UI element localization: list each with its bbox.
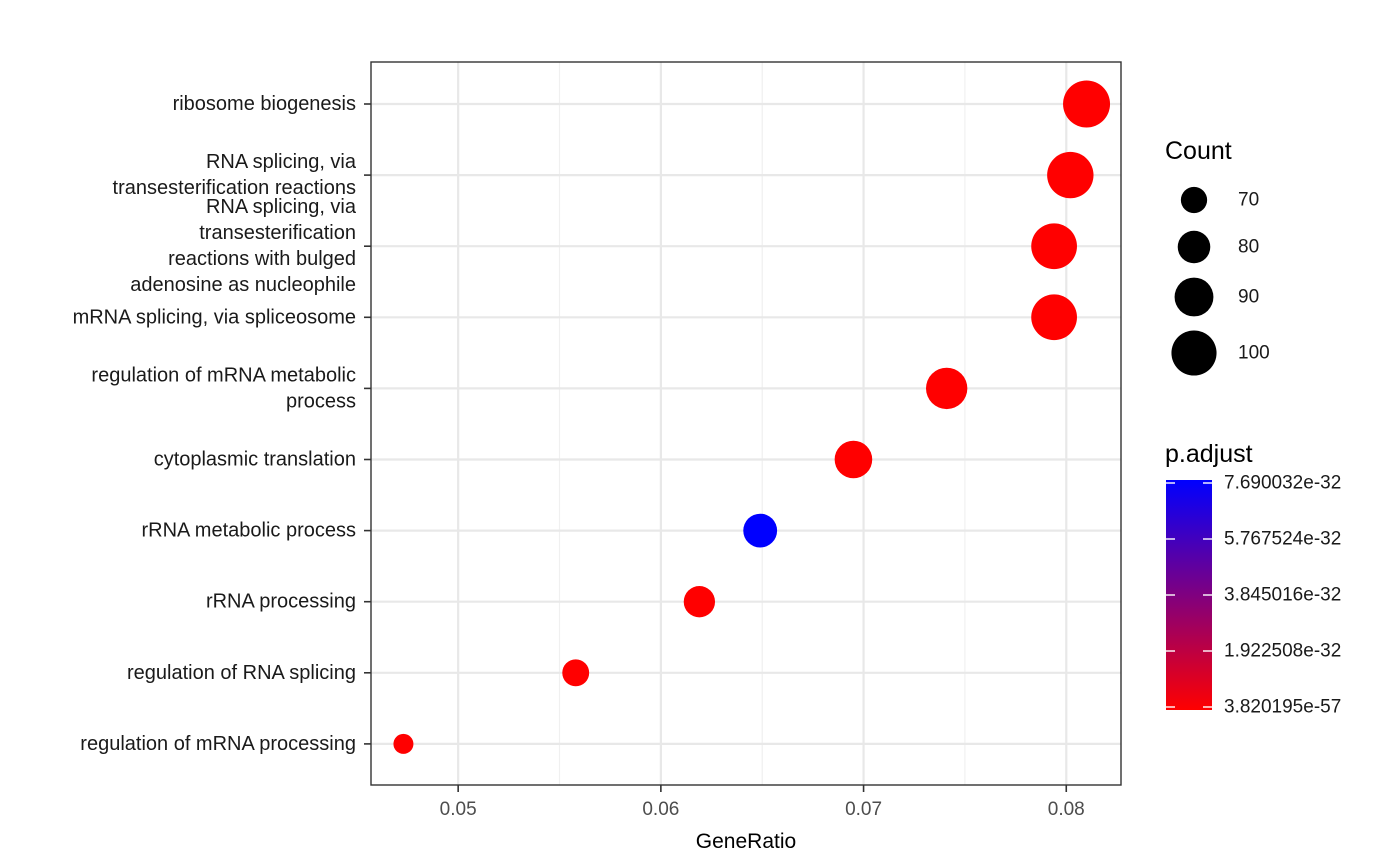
category-label-line: adenosine as nucleophile [130, 274, 356, 296]
data-point [683, 586, 716, 618]
data-point [1047, 151, 1094, 199]
size-legend-key [1180, 186, 1208, 214]
color-legend: p.adjust 7.690032e-32 5.767524e-32 3.845016… [1165, 440, 1341, 718]
category-label-line: process [286, 390, 356, 412]
x-axis: 0.05 0.06 0.07 0.08 GeneRatio [440, 785, 1085, 853]
category-label: RNA splicing, via transesterification reac… [130, 196, 357, 296]
size-legend-title: Count [1165, 137, 1232, 165]
data-point [1031, 294, 1077, 341]
category-label: RNA splicing, via transesterification rea… [113, 151, 357, 199]
color-legend-label: 3.845016e-32 [1224, 585, 1341, 606]
color-legend-title: p.adjust [1165, 440, 1253, 468]
size-legend-key [1177, 230, 1211, 264]
category-label-line: rRNA processing [206, 591, 356, 613]
panel-border [370, 61, 1122, 786]
category-label-line: RNA splicing, via [206, 196, 357, 218]
grid-lines [371, 62, 1121, 785]
size-legend-label: 90 [1238, 287, 1259, 308]
size-legend-label: 70 [1238, 190, 1259, 211]
size-legend-label: 100 [1238, 343, 1270, 364]
category-label: regulation of RNA splicing [127, 662, 356, 684]
color-legend-label: 5.767524e-32 [1224, 529, 1341, 550]
category-label-line: regulation of mRNA metabolic [91, 364, 356, 386]
category-label-line: cytoplasmic translation [154, 449, 356, 471]
category-label-line: regulation of RNA splicing [127, 662, 356, 684]
category-label-line: mRNA splicing, via spliceosome [73, 306, 356, 328]
category-label-line: transesterification reactions [113, 177, 356, 199]
category-label-line: RNA splicing, via [206, 151, 357, 173]
category-label-line: rRNA metabolic process [141, 520, 356, 542]
size-legend-key [1171, 330, 1217, 376]
category-label: regulation of mRNA processing [80, 733, 356, 755]
category-label: mRNA splicing, via spliceosome [73, 306, 356, 328]
size-legend-key [1174, 277, 1214, 317]
category-label: cytoplasmic translation [154, 449, 356, 471]
color-legend-label: 1.922508e-32 [1224, 641, 1341, 662]
size-legend-label: 80 [1238, 237, 1259, 258]
data-point [743, 513, 778, 548]
category-label: rRNA processing [206, 591, 356, 613]
x-axis-title: GeneRatio [696, 830, 796, 853]
x-tick-label: 0.06 [642, 799, 679, 820]
data-point [393, 733, 414, 754]
category-label: regulation of mRNA metabolic process [91, 364, 356, 412]
x-tick-label: 0.05 [440, 799, 477, 820]
data-points [393, 80, 1111, 754]
color-legend-label: 7.690032e-32 [1224, 473, 1341, 494]
category-label-line: ribosome biogenesis [173, 93, 356, 115]
category-label-line: transesterification [199, 222, 356, 244]
category-label: rRNA metabolic process [141, 520, 356, 542]
data-point [1063, 80, 1111, 128]
x-tick-label: 0.07 [845, 799, 882, 820]
category-label: ribosome biogenesis [173, 93, 356, 115]
x-tick-label: 0.08 [1048, 799, 1085, 820]
color-legend-label: 3.820195e-57 [1224, 697, 1341, 718]
data-point [1031, 223, 1077, 270]
category-label-line: regulation of mRNA processing [80, 733, 356, 755]
category-label-line: reactions with bulged [168, 248, 356, 270]
data-point [926, 367, 968, 410]
data-point [834, 440, 873, 479]
data-point [562, 659, 590, 687]
size-legend: Count 70 80 90 100 [1165, 137, 1270, 376]
